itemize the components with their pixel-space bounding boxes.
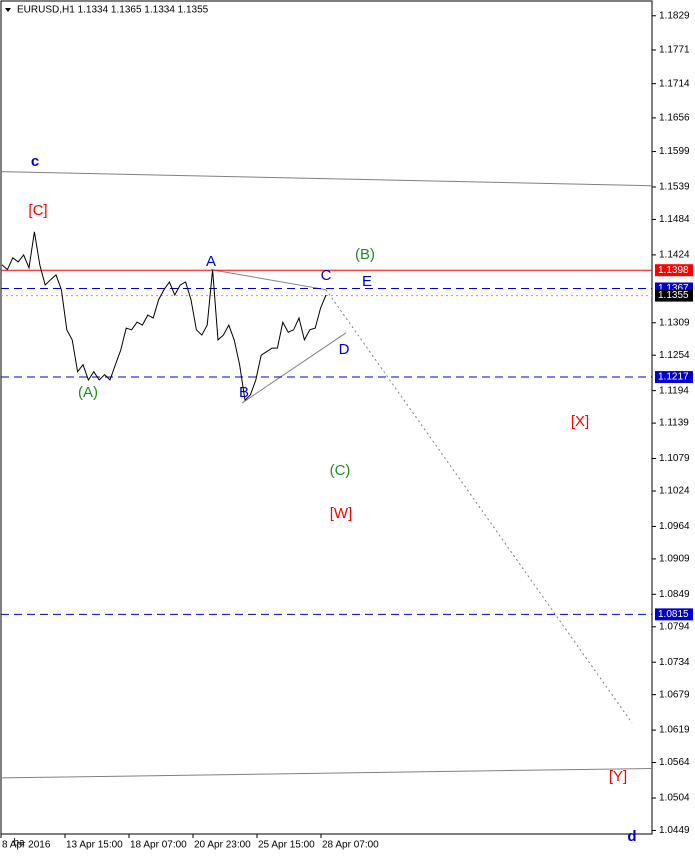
trendline [325, 289, 633, 724]
y-tick-label: 1.0734 [659, 657, 690, 668]
level-label: 1.0815 [658, 609, 689, 620]
wave-label: d [627, 828, 636, 845]
wave-label: D [339, 341, 350, 358]
y-tick-label: 1.0849 [659, 589, 690, 600]
y-tick-label: 1.1599 [659, 146, 690, 157]
y-tick-label: 1.0449 [659, 825, 690, 836]
level-label-box [655, 289, 693, 302]
chart-title: EURUSD,H1 1.1334 1.1365 1.1334 1.1355 [17, 5, 209, 16]
wave-label: ba [13, 838, 25, 849]
wave-label: A [206, 253, 216, 270]
wave-label: c [31, 153, 39, 170]
level-label-box [655, 371, 693, 384]
y-tick-label: 1.0619 [659, 725, 690, 736]
level-label: 1.1367 [658, 283, 689, 294]
y-tick-label: 1.0564 [659, 757, 690, 768]
y-tick-label: 1.1194 [659, 385, 689, 396]
x-tick-label: 20 Apr 23:00 [194, 840, 251, 851]
y-tick-label: 1.1539 [659, 182, 690, 193]
wave-label: [Y] [609, 768, 627, 785]
level-label: 1.1355 [658, 290, 689, 301]
y-tick-label: 1.0504 [659, 793, 690, 804]
y-tick-label: 1.1254 [659, 350, 690, 361]
y-tick-label: 1.1079 [659, 453, 690, 464]
wave-label: B [239, 384, 249, 401]
trendline [210, 269, 327, 291]
wave-label: (B) [355, 246, 375, 263]
x-tick-label: 28 Apr 07:00 [322, 840, 379, 851]
trendline [241, 332, 347, 404]
y-tick-label: 1.0679 [659, 689, 690, 700]
level-label: 1.1398 [658, 265, 689, 276]
level-label: 1.1217 [658, 372, 689, 383]
y-tick-label: 1.1714 [659, 78, 690, 89]
y-tick-label: 1.0909 [659, 554, 690, 565]
y-tick-label: 1.1024 [659, 486, 690, 497]
wave-label: [X] [571, 413, 589, 430]
wave-label: C [321, 267, 332, 284]
title-marker [5, 8, 11, 12]
x-tick-label: 25 Apr 15:00 [258, 840, 315, 851]
y-tick-label: 1.0794 [659, 621, 690, 632]
wave-label: (A) [78, 384, 98, 401]
y-tick-label: 1.0964 [659, 521, 690, 532]
x-tick-label: 13 Apr 15:00 [66, 840, 123, 851]
plot-frame [0, 0, 653, 835]
price-line [1, 231, 327, 402]
y-tick-label: 1.1424 [659, 249, 690, 260]
x-tick-label: 18 Apr 07:00 [130, 840, 187, 851]
wave-label: E [362, 273, 372, 290]
y-tick-label: 1.1771 [659, 45, 690, 56]
x-tick-label: 8 Apr 2016 [2, 840, 51, 851]
trendline [0, 171, 653, 187]
y-tick-label: 1.1656 [659, 113, 690, 124]
wave-label: [W] [330, 505, 353, 522]
level-label-box [655, 608, 693, 621]
y-tick-label: 1.1139 [659, 418, 689, 429]
trendline [0, 767, 653, 779]
y-tick-label: 1.1484 [659, 214, 690, 225]
y-tick-label: 1.1829 [659, 10, 690, 21]
y-tick-label: 1.1309 [659, 317, 690, 328]
level-label-box [655, 264, 693, 277]
wave-label: (C) [330, 462, 351, 479]
wave-label: [C] [28, 202, 47, 219]
